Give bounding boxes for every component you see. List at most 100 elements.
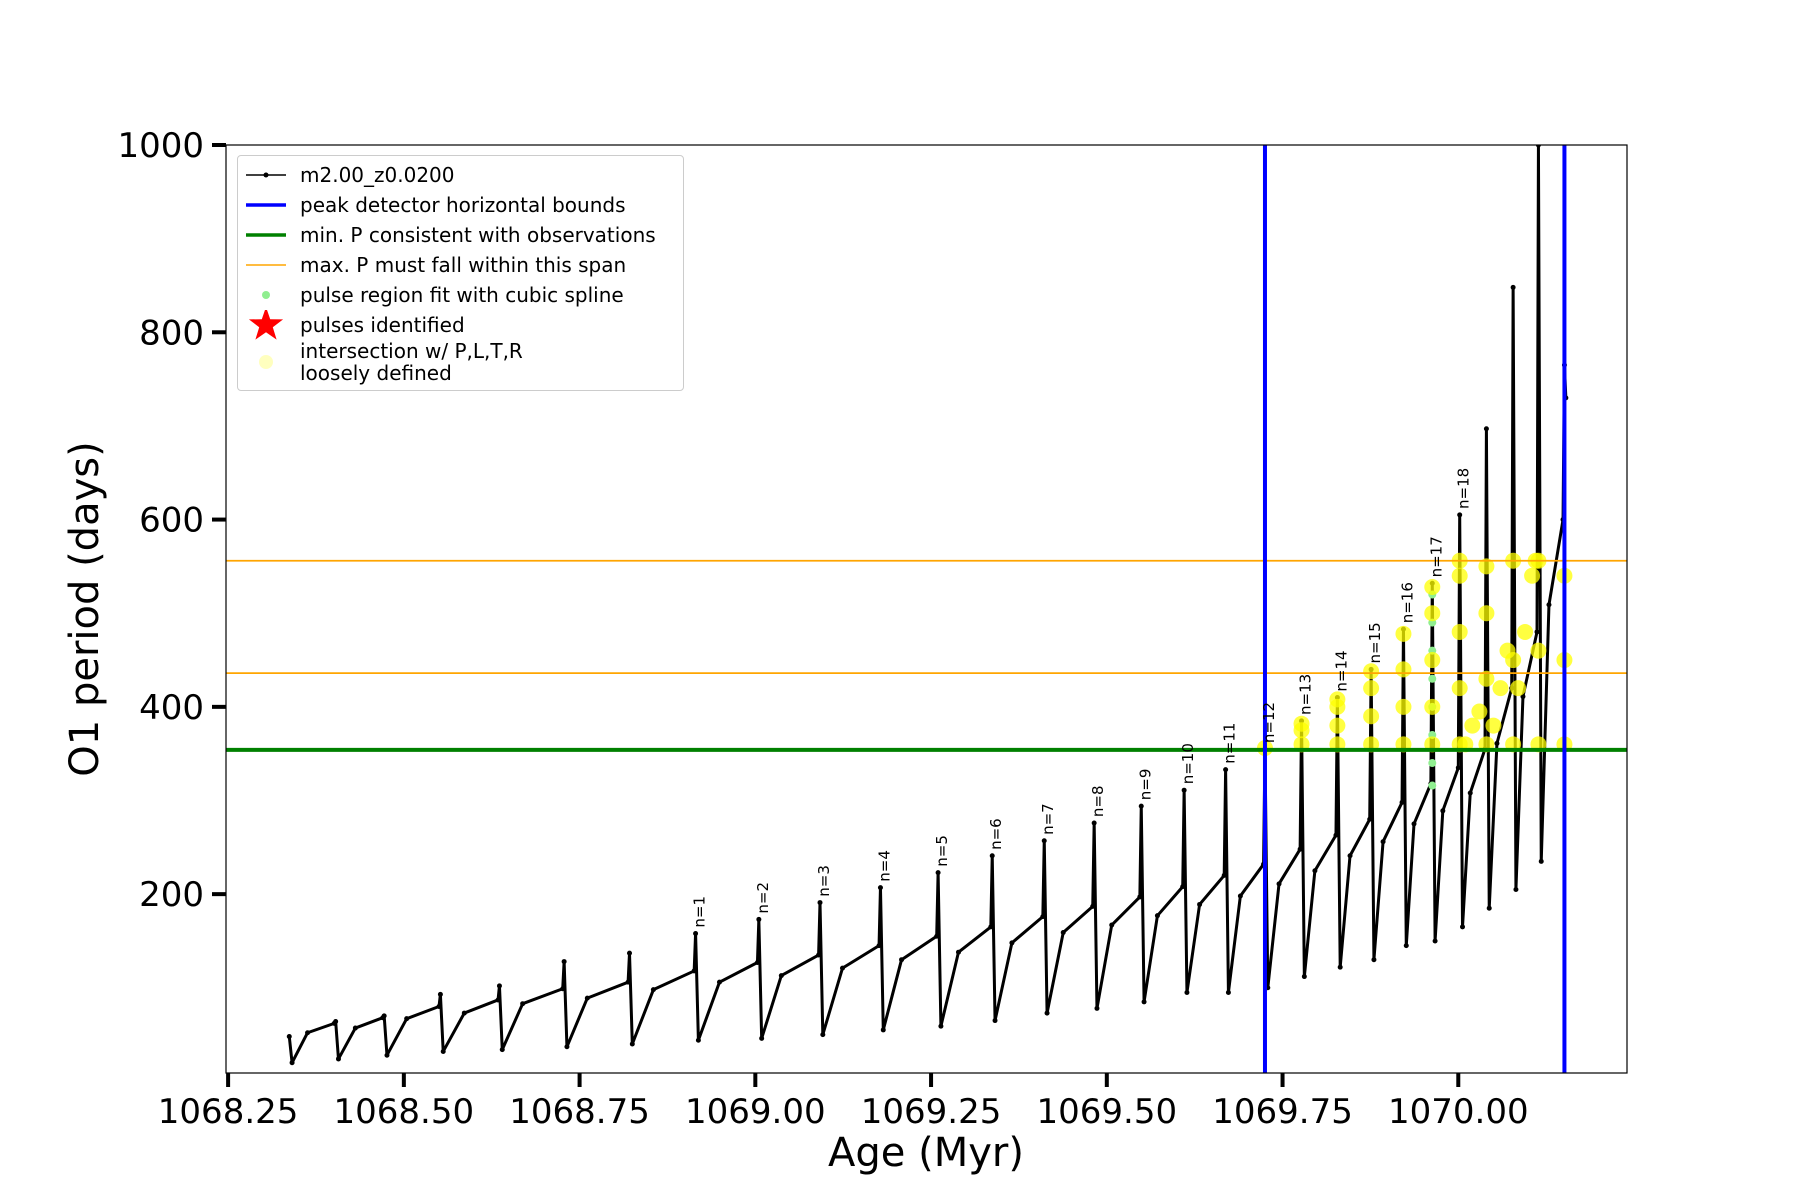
point — [935, 870, 941, 876]
x-axis-label: Age (Myr) — [828, 1130, 1024, 1176]
scatter-point — [1428, 759, 1437, 768]
point — [817, 900, 823, 906]
point — [816, 952, 822, 958]
point — [1546, 602, 1552, 608]
y-tick-label: 200 — [139, 875, 204, 915]
point — [286, 1033, 292, 1039]
point — [778, 973, 784, 979]
point — [1237, 893, 1243, 899]
scatter-point — [1395, 698, 1412, 715]
x-tick-label: 1069.25 — [861, 1092, 1002, 1132]
point — [691, 968, 697, 974]
point — [1467, 790, 1473, 796]
point — [1091, 820, 1097, 826]
point — [499, 1047, 505, 1053]
point — [1380, 839, 1386, 845]
pulse-label: n=11 — [1221, 723, 1239, 764]
point — [436, 1004, 442, 1010]
point — [938, 1023, 944, 1029]
point — [1090, 903, 1096, 909]
point — [756, 916, 762, 922]
point — [1494, 740, 1500, 746]
point — [1534, 629, 1540, 635]
axes-frame — [225, 144, 1628, 1074]
point — [988, 924, 994, 930]
legend-marker — [262, 291, 270, 299]
scatter-point — [1329, 717, 1346, 734]
legend-entry: pulse region fit with cubic spline — [238, 280, 683, 310]
scatter-point — [1464, 717, 1481, 734]
x-tick-label: 1069.00 — [685, 1092, 826, 1132]
point — [495, 997, 501, 1003]
pulse-label: n=16 — [1399, 582, 1417, 623]
pulse-label: n=8 — [1089, 785, 1107, 817]
point — [1197, 901, 1203, 907]
scatter-point — [1478, 558, 1495, 575]
scatter-point — [1363, 663, 1380, 680]
scatter-point — [1293, 715, 1310, 732]
point — [877, 885, 883, 891]
point — [1538, 858, 1544, 864]
x-tick-label: 1070.00 — [1388, 1092, 1529, 1132]
point — [820, 1032, 826, 1038]
scatter-point — [1395, 625, 1412, 642]
legend-entry: m2.00_z0.0200 — [238, 160, 683, 190]
scatter-point — [1471, 703, 1488, 720]
scatter-point — [1451, 567, 1468, 584]
point — [1040, 914, 1046, 920]
plot-area — [226, 145, 1627, 1073]
point — [1312, 868, 1318, 874]
point — [1337, 964, 1343, 970]
pulse-label: n=14 — [1332, 650, 1350, 691]
scatter-point — [1451, 680, 1468, 697]
point — [1440, 808, 1446, 814]
pulse-label: n=15 — [1366, 622, 1384, 663]
x-tick-label: 1069.50 — [1037, 1092, 1178, 1132]
point — [305, 1030, 311, 1036]
point — [1044, 1010, 1050, 1016]
scatter-point — [1424, 652, 1441, 669]
point — [626, 950, 632, 956]
legend-dot — [259, 355, 273, 369]
point — [629, 1041, 635, 1047]
legend-marker — [246, 172, 286, 178]
point — [989, 853, 995, 859]
point — [1009, 940, 1015, 946]
point — [289, 1060, 295, 1066]
point — [1301, 974, 1307, 980]
y-tick-label: 800 — [139, 313, 204, 353]
point — [560, 986, 566, 992]
point — [437, 991, 443, 997]
point — [1411, 821, 1417, 827]
pulse-label: n=3 — [815, 865, 833, 897]
point — [1457, 512, 1463, 518]
legend-marker — [246, 233, 286, 237]
y-tick-label: 400 — [139, 688, 204, 728]
point — [1154, 913, 1160, 919]
scatter-point — [1329, 691, 1346, 708]
point — [1455, 765, 1461, 771]
point — [754, 960, 760, 966]
point — [520, 1001, 526, 1007]
point — [333, 1018, 339, 1024]
point — [1138, 803, 1144, 809]
scatter-point — [1428, 674, 1437, 683]
x-tick-label: 1068.75 — [509, 1092, 650, 1132]
point — [561, 959, 567, 965]
point — [496, 983, 502, 989]
point — [352, 1025, 358, 1031]
point — [1399, 799, 1405, 805]
point — [876, 943, 882, 949]
scatter-point — [1485, 717, 1502, 734]
point — [693, 930, 699, 936]
point — [625, 979, 631, 985]
y-axis-label: O1 period (days) — [62, 441, 108, 776]
point — [1460, 924, 1466, 930]
point — [759, 1035, 765, 1041]
scatter-point — [1478, 605, 1495, 622]
legend: m2.00_z0.0200 peak detector horizontal bo… — [237, 155, 684, 391]
pulse-label: n=13 — [1297, 674, 1315, 715]
x-tick-label: 1068.25 — [158, 1092, 299, 1132]
